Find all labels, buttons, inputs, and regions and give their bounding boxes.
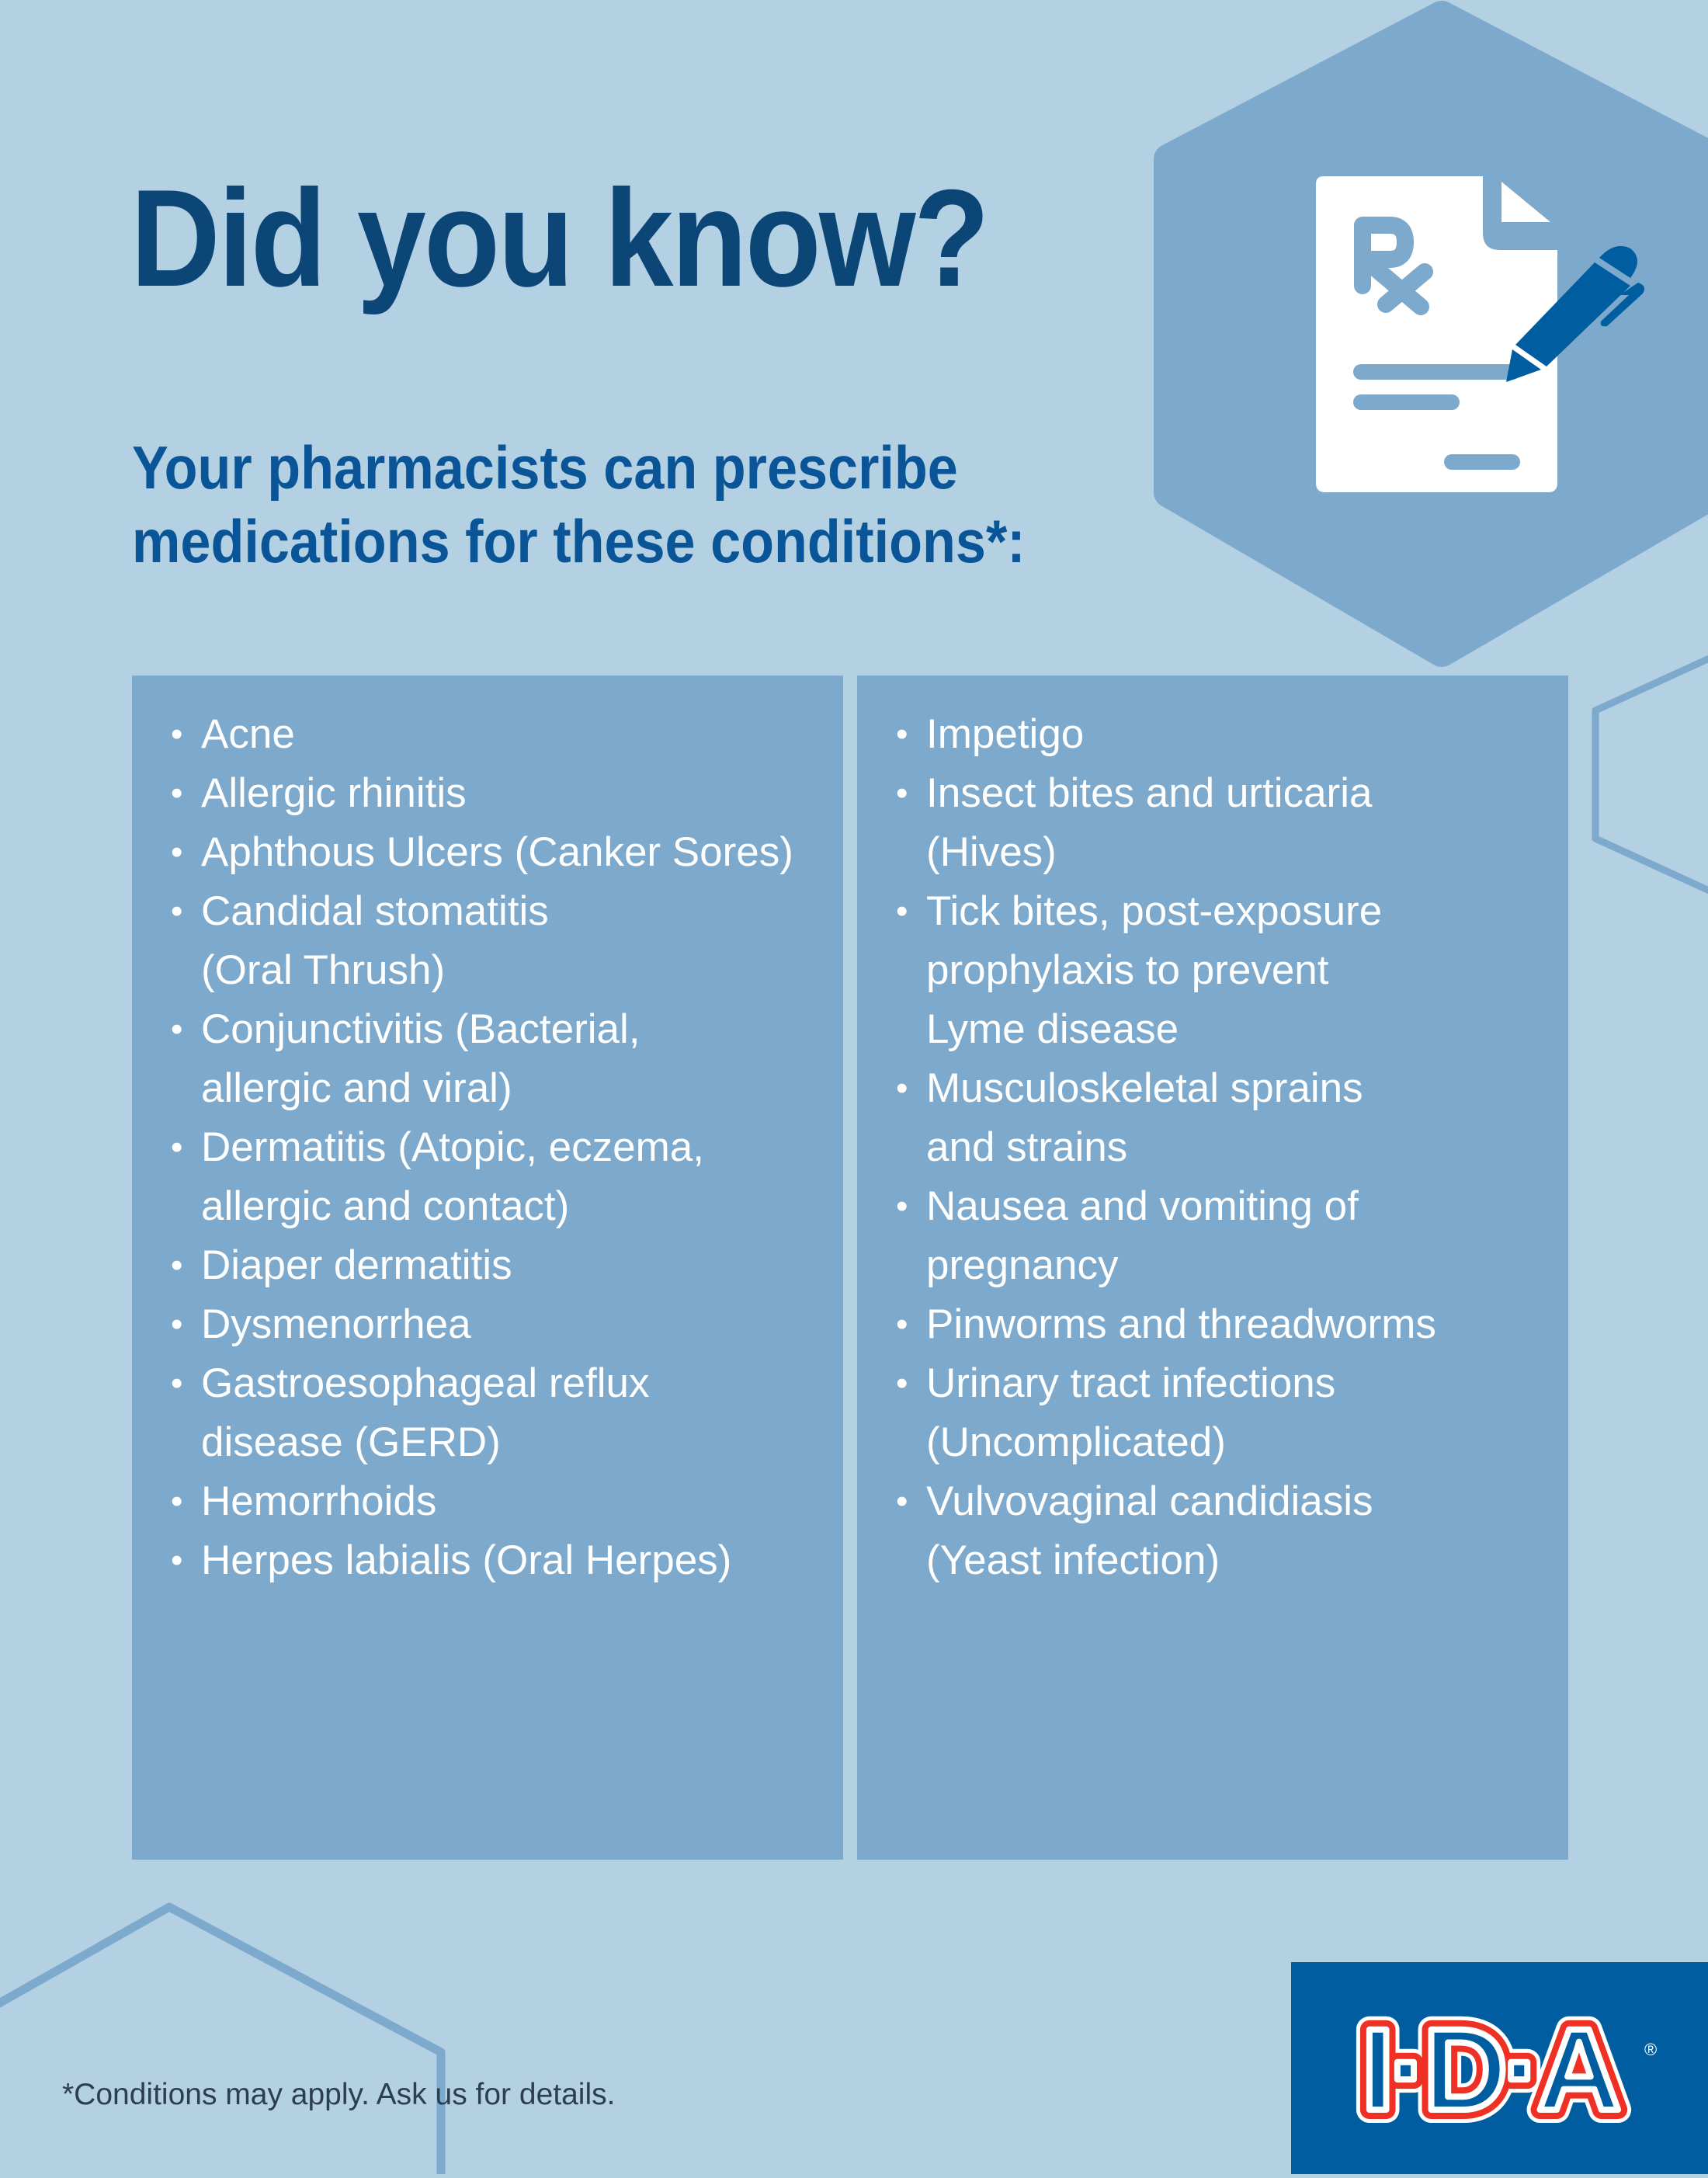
corner-hexagon-outline [0, 1902, 446, 2174]
condition-text: Insect bites and urticaria [926, 770, 1373, 816]
svg-text:I·D·A: I·D·A [1362, 2004, 1619, 2135]
pen-icon [1506, 245, 1644, 382]
condition-item: • Hemorrhoids [132, 1472, 793, 1531]
svg-text:I·D·A: I·D·A [1362, 2004, 1619, 2135]
bullet-icon: • [171, 892, 183, 930]
condition-text: Herpes labialis (Oral Herpes) [201, 1537, 732, 1583]
condition-text: allergic and viral) [201, 1065, 512, 1111]
condition-item: • Nausea and vomiting of pregnancy [857, 1177, 1436, 1295]
bullet-icon: • [171, 1128, 183, 1166]
condition-text: Impetigo [926, 711, 1085, 757]
bullet-icon: • [171, 1482, 183, 1520]
bullet-icon: • [171, 1010, 183, 1048]
conditions-panel-left: • Acne • Allergic rhinitis • Aphthous Ulcers … [132, 676, 843, 1860]
condition-item: • Vulvovaginal candidiasis (Yeast infectio… [857, 1472, 1436, 1590]
condition-item: • Candidal stomatitis (Oral Thrush) [132, 882, 793, 1000]
bullet-icon: • [171, 715, 183, 753]
condition-text: Dysmenorrhea [201, 1301, 471, 1347]
condition-item: • Acne [132, 705, 793, 764]
bullet-icon: • [896, 1305, 908, 1343]
condition-text: and strains [926, 1124, 1128, 1170]
condition-item: • Aphthous Ulcers (Canker Sores) [132, 823, 793, 882]
condition-text: Nausea and vomiting of [926, 1183, 1359, 1229]
svg-text:I·D·A: I·D·A [1362, 2004, 1619, 2135]
bullet-icon: • [896, 774, 908, 812]
condition-text: Conjunctivitis (Bacterial, [201, 1006, 640, 1052]
subtitle-line: medications for these conditions*: [132, 507, 1026, 575]
prescription-document-icon [1316, 176, 1557, 492]
condition-text: allergic and contact) [201, 1183, 570, 1229]
bullet-icon: • [171, 1541, 183, 1579]
condition-text: Dermatitis (Atopic, eczema, [201, 1124, 704, 1170]
bullet-icon: • [896, 715, 908, 753]
small-hexagon-outline [1592, 655, 1708, 894]
bullet-icon: • [171, 1364, 183, 1402]
condition-text: Gastroesophageal reflux [201, 1360, 650, 1406]
condition-text: Candidal stomatitis [201, 888, 549, 934]
condition-text: Acne [201, 711, 295, 757]
condition-item: • Diaper dermatitis [132, 1236, 793, 1295]
registered-mark: ® [1644, 2040, 1657, 2059]
conditions-list-left: • Acne • Allergic rhinitis • Aphthous Ulcers … [132, 705, 793, 1590]
conditions-panel-right: • Impetigo • Insect bites and urticaria (Hiv… [857, 676, 1568, 1860]
condition-item: • Herpes labialis (Oral Herpes) [132, 1531, 793, 1590]
condition-text: Lyme disease [926, 1006, 1179, 1052]
condition-item: • Pinworms and threadworms [857, 1295, 1436, 1354]
condition-item: • Allergic rhinitis [132, 764, 793, 823]
condition-text: (Yeast infection) [926, 1537, 1220, 1583]
condition-text: Hemorrhoids [201, 1478, 437, 1524]
bullet-icon: • [896, 1364, 908, 1402]
bullet-icon: • [171, 833, 183, 871]
bullet-icon: • [171, 1246, 183, 1284]
bullet-icon: • [171, 1305, 183, 1343]
condition-text: (Hives) [926, 829, 1057, 875]
bullet-icon: • [896, 892, 908, 930]
page-title: Did you know? [130, 161, 990, 315]
condition-text: (Oral Thrush) [201, 947, 446, 993]
conditions-list-right: • Impetigo • Insect bites and urticaria (Hiv… [857, 705, 1436, 1590]
bullet-icon: • [171, 774, 183, 812]
condition-item: • Dermatitis (Atopic, eczema, allergic and… [132, 1118, 793, 1236]
condition-item: • Gastroesophageal reflux disease (GERD) [132, 1354, 793, 1472]
condition-item: • Insect bites and urticaria (Hives) [857, 764, 1436, 882]
condition-text: Allergic rhinitis [201, 770, 467, 816]
condition-text: prophylaxis to prevent [926, 947, 1329, 993]
bullet-icon: • [896, 1069, 908, 1107]
condition-text: Vulvovaginal candidiasis [926, 1478, 1373, 1524]
ida-logo-mark: I·D·A I·D·A I·D·A ® [1349, 1991, 1657, 2148]
condition-text: disease (GERD) [201, 1419, 501, 1465]
subtitle-line: Your pharmacists can prescribe [132, 433, 958, 502]
condition-text: Diaper dermatitis [201, 1242, 512, 1288]
condition-text: Pinworms and threadworms [926, 1301, 1436, 1347]
condition-text: Urinary tract infections [926, 1360, 1336, 1406]
condition-item: • Impetigo [857, 705, 1436, 764]
footnote: *Conditions may apply. Ask us for detail… [62, 2078, 616, 2111]
condition-item: • Dysmenorrhea [132, 1295, 793, 1354]
condition-text: Aphthous Ulcers (Canker Sores) [201, 829, 793, 875]
condition-text: Musculoskeletal sprains [926, 1065, 1363, 1111]
condition-text: (Uncomplicated) [926, 1419, 1226, 1465]
condition-text: pregnancy [926, 1242, 1119, 1288]
ida-logo: I·D·A I·D·A I·D·A ® [1291, 1962, 1708, 2174]
condition-item: • Musculoskeletal sprains and strains [857, 1059, 1436, 1177]
condition-text: Tick bites, post-exposure [926, 888, 1383, 934]
bullet-icon: • [896, 1482, 908, 1520]
bullet-icon: • [896, 1187, 908, 1225]
condition-item: • Urinary tract infections (Uncomplicated) [857, 1354, 1436, 1472]
condition-item: • Tick bites, post-exposure prophylaxis to… [857, 882, 1436, 1059]
condition-item: • Conjunctivitis (Bacterial, allergic and … [132, 1000, 793, 1118]
page-subtitle: Your pharmacists can prescribe medicatio… [132, 431, 1026, 578]
